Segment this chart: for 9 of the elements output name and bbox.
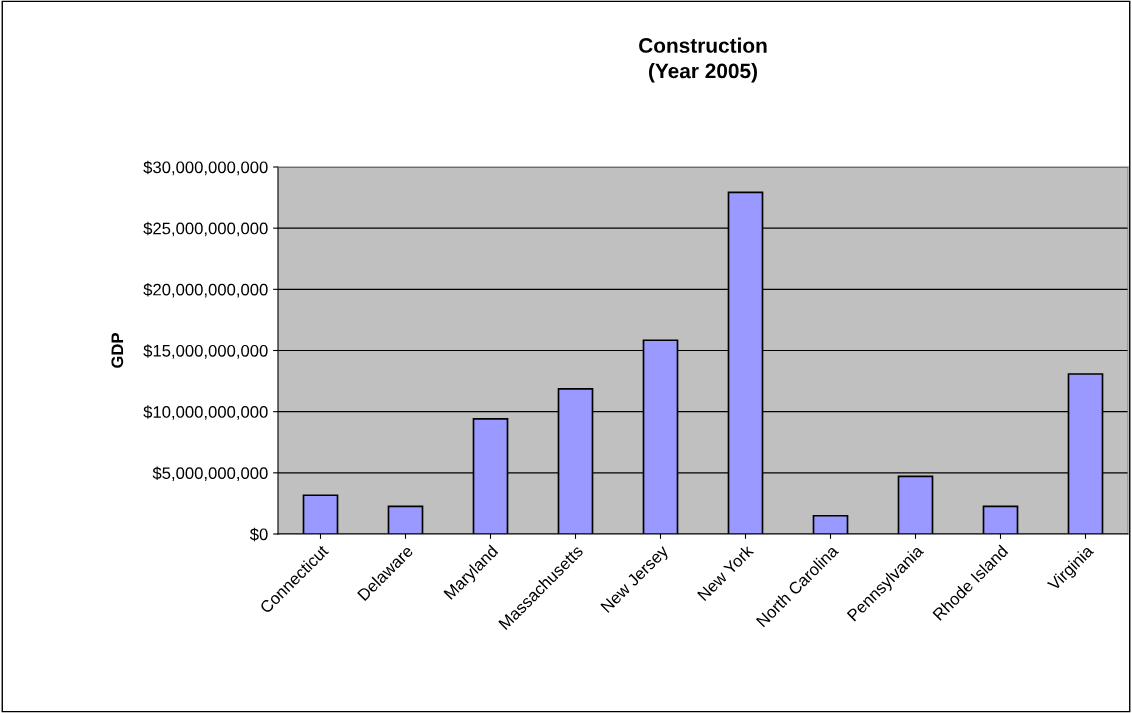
chart-title: Construction (Year 2005) [639,37,767,83]
y-tick-label: $30,000,000,000 [143,160,268,176]
y-tick-label: $25,000,000,000 [143,221,268,237]
y-tick-label: $20,000,000,000 [143,283,268,298]
y-axis-title: GDP [111,333,124,368]
y-tick-label: $0 [249,527,268,542]
y-tick-label: $10,000,000,000 [143,405,268,420]
y-tick-label: $5,000,000,000 [152,466,268,482]
y-tick-label: $15,000,000,000 [143,344,268,359]
